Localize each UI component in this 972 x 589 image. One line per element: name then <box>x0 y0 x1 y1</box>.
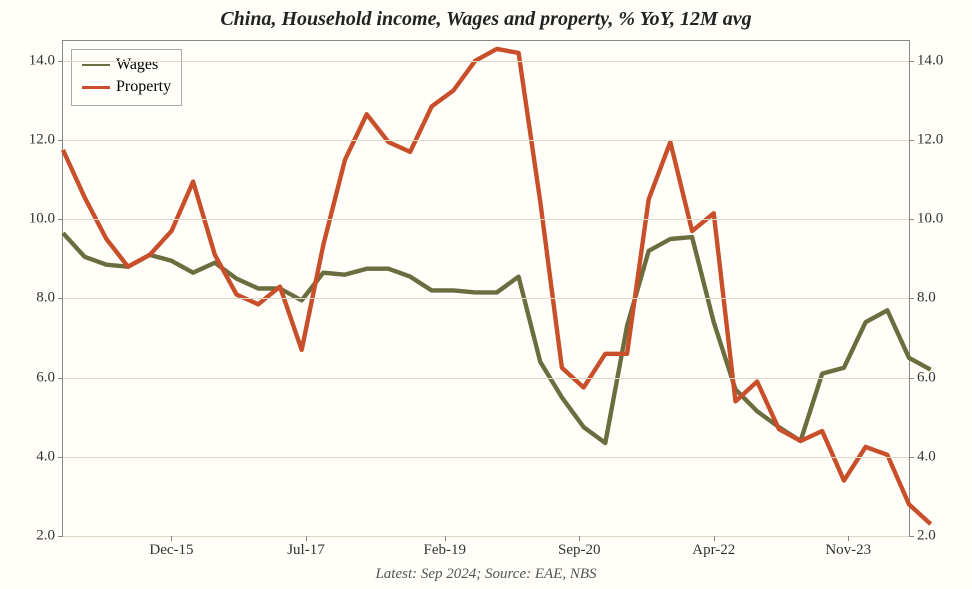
ytick-right: 12.0 <box>909 132 943 149</box>
legend-label-wages: Wages <box>116 54 158 76</box>
ytick-right: 14.0 <box>909 52 943 69</box>
chart-source: Latest: Sep 2024; Source: EAE, NBS <box>0 566 972 583</box>
legend-label-property: Property <box>116 76 171 98</box>
gridline <box>63 378 909 379</box>
series-property <box>63 49 931 524</box>
chart-container: China, Household income, Wages and prope… <box>0 0 972 589</box>
series-wages <box>63 233 931 443</box>
gridline <box>63 457 909 458</box>
gridline <box>63 61 909 62</box>
gridline <box>63 298 909 299</box>
line-layer <box>63 41 909 536</box>
legend: Wages Property <box>71 49 182 106</box>
legend-swatch-property <box>82 86 110 89</box>
ytick-right: 10.0 <box>909 211 943 228</box>
gridline <box>63 219 909 220</box>
plot-area: Wages Property 2.02.04.04.06.06.08.08.01… <box>62 40 910 537</box>
legend-item-wages: Wages <box>82 54 171 76</box>
legend-swatch-wages <box>82 64 110 67</box>
gridline <box>63 140 909 141</box>
legend-item-property: Property <box>82 76 171 98</box>
chart-title: China, Household income, Wages and prope… <box>0 8 972 31</box>
